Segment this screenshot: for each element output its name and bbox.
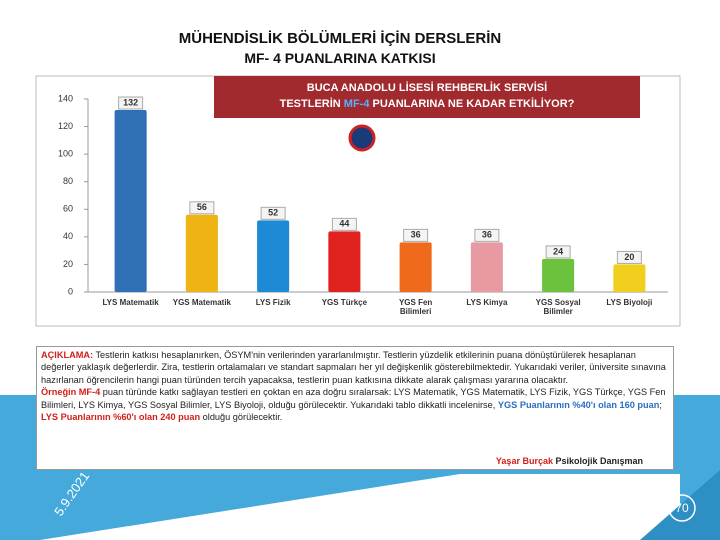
value-label: 36	[411, 230, 421, 240]
y-tick-label: 140	[58, 93, 73, 103]
logo	[348, 124, 376, 152]
x-tick-label: LYS Matematik	[102, 298, 159, 307]
explanation-box: AÇIKLAMA: Testlerin katkısı hesaplanırke…	[36, 346, 674, 470]
x-tick-label: YGS Fen Bilimleri	[398, 298, 433, 316]
label: AÇIKLAMA:	[41, 350, 94, 360]
value-label: 52	[268, 208, 278, 218]
y-tick-label: 0	[68, 286, 73, 296]
highlight: YGS Puanlarının %40'ı olan 160 puan	[497, 399, 660, 410]
banner-highlight: MF-4	[344, 98, 371, 110]
value-label-box	[118, 96, 144, 110]
signature-title: Psikolojik Danışman	[552, 455, 643, 466]
value-label: 56	[197, 202, 207, 212]
bar	[470, 242, 503, 292]
bar	[185, 214, 218, 292]
value-label-box	[616, 250, 642, 264]
x-tick-label: LYS Biyoloji	[606, 298, 653, 307]
value-label: 44	[339, 219, 349, 229]
highlight: LYS Puanlarının %60'ı olan 240 puan	[41, 412, 201, 423]
bottom-shape	[40, 474, 680, 540]
value-label: 132	[123, 97, 138, 107]
paragraph: AÇIKLAMA: Testlerin katkısı hesaplanırke…	[41, 349, 669, 386]
y-tick-label: 40	[63, 231, 73, 241]
signature-name: Yaşar Burçak	[495, 455, 553, 466]
value-label: 24	[553, 246, 563, 256]
text: puan türünde katkı sağlayan testleri en …	[41, 387, 666, 410]
text: Testlerin katkısı hesaplanırken, ÖSYM'ni…	[41, 350, 666, 385]
x-tick-label: YGS Sosyal Bilimler	[535, 298, 581, 316]
slide-title: MÜHENDİSLİK BÖLÜMLERİ İÇİN DERSLERİN	[178, 30, 502, 47]
value-label-box	[474, 228, 500, 242]
label: Örneğin MF-4	[41, 387, 101, 398]
x-tick-label: LYS Kimya	[466, 298, 508, 307]
bar	[399, 242, 432, 292]
x-tick-label: YGS Matematik	[172, 298, 231, 307]
value-label: 36	[482, 230, 492, 240]
value-label-box	[331, 217, 357, 231]
x-tick-label: LYS Fizik	[255, 298, 291, 307]
bar	[114, 110, 147, 293]
bar	[613, 264, 646, 292]
page-number: 70	[675, 501, 689, 515]
text: olduğu görülecektir.	[200, 412, 283, 423]
y-tick-label: 120	[58, 121, 73, 131]
banner-line2: TESTLERİN MF-4 PUANLARINA NE KADAR ETKİL…	[280, 97, 575, 110]
value-label-box	[403, 228, 429, 242]
value-label-box	[189, 201, 215, 215]
y-tick-label: 100	[58, 149, 73, 159]
paragraph: Örneğin MF-4 puan türünde katkı sağlayan…	[41, 386, 669, 423]
corner-shape	[640, 470, 720, 540]
x-tick-label: YGS Türkçe	[321, 298, 368, 307]
y-tick-label: 80	[63, 176, 73, 186]
value-label-box	[545, 245, 571, 259]
bar	[328, 231, 361, 292]
signature: Yaşar Burçak Psikolojik Danışman	[496, 455, 643, 467]
banner-text: PUANLARINA NE KADAR ETKİLİYOR?	[369, 97, 574, 110]
text: ;	[659, 399, 662, 410]
value-label: 20	[624, 252, 634, 262]
slide-subtitle: MF- 4 PUANLARINA KATKISI	[244, 50, 436, 66]
bar	[257, 220, 290, 292]
value-label-box	[260, 206, 286, 220]
page-circle	[668, 494, 696, 522]
banner-line1: BUCA ANADOLU LİSESİ REHBERLİK SERVİSİ	[307, 81, 547, 94]
y-tick-label: 60	[63, 204, 73, 214]
banner	[214, 76, 640, 118]
y-tick-label: 20	[63, 259, 73, 269]
bar	[542, 258, 575, 292]
banner-text: TESTLERİN	[280, 97, 344, 110]
